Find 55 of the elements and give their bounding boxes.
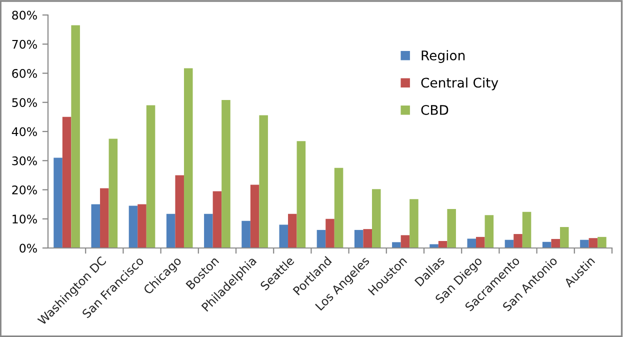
y-tick-label: 60% xyxy=(12,68,37,78)
bar xyxy=(588,238,598,248)
y-tick-label: 0% xyxy=(20,244,37,253)
bar xyxy=(212,191,222,248)
bar xyxy=(392,242,401,248)
bar xyxy=(430,244,438,248)
bar xyxy=(71,25,80,248)
bar xyxy=(363,229,372,248)
bar xyxy=(354,230,364,248)
y-tick-label: 30% xyxy=(12,156,37,166)
bar xyxy=(242,220,250,248)
bar xyxy=(400,235,410,248)
bar xyxy=(184,68,193,248)
legend-label: Region xyxy=(422,50,465,63)
bar xyxy=(326,218,334,248)
bar xyxy=(250,184,260,248)
y-tick-label: 80% xyxy=(12,10,37,20)
bar xyxy=(108,138,118,248)
y-tick-label: 50% xyxy=(12,98,37,108)
bar xyxy=(438,241,448,248)
bar xyxy=(204,214,213,248)
bar xyxy=(514,234,522,248)
bar xyxy=(175,175,184,248)
bar xyxy=(62,116,72,248)
y-tick-label: 70% xyxy=(12,40,37,49)
bar xyxy=(128,206,138,248)
bar xyxy=(316,230,326,248)
bar xyxy=(334,168,344,248)
bar xyxy=(372,189,381,248)
legend-label: Central City xyxy=(421,77,498,90)
bar xyxy=(259,115,268,248)
bar xyxy=(560,227,569,248)
bar xyxy=(54,158,62,248)
bar xyxy=(580,240,589,248)
bar xyxy=(551,238,560,248)
bar xyxy=(91,204,100,248)
y-tick-label: 40% xyxy=(12,127,37,136)
y-tick-label: 20% xyxy=(12,185,37,194)
legend-label: CBD xyxy=(421,104,448,115)
bar xyxy=(166,214,176,248)
bar xyxy=(484,215,494,248)
bar xyxy=(222,100,230,248)
bar xyxy=(279,224,288,248)
bar xyxy=(467,238,476,248)
bar xyxy=(598,236,606,248)
bar xyxy=(288,214,297,248)
y-tick-label: 10% xyxy=(12,214,37,224)
bar xyxy=(138,204,146,248)
bar xyxy=(410,199,418,248)
bar xyxy=(522,212,532,248)
bar xyxy=(447,208,456,248)
bar xyxy=(296,141,306,248)
bar xyxy=(100,188,109,248)
bar xyxy=(476,236,485,248)
bar xyxy=(146,105,156,248)
